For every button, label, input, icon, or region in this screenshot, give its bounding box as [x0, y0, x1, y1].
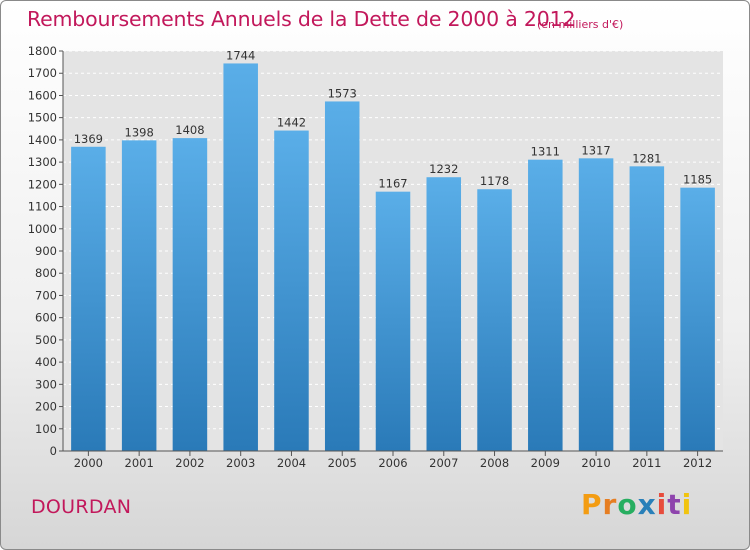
x-tick-label: 2009	[531, 456, 560, 470]
bar	[629, 166, 665, 452]
y-tick-label: 1500	[28, 111, 57, 125]
y-tick-label: 700	[35, 288, 57, 302]
brand-logo: Proxiti	[581, 488, 692, 521]
y-tick-label: 1100	[28, 200, 57, 214]
bar	[426, 177, 462, 451]
brand-letter: r	[602, 488, 618, 521]
y-tick-label: 900	[35, 244, 57, 258]
bar	[324, 101, 360, 451]
x-tick-label: 2006	[378, 456, 407, 470]
y-tick-label: 600	[35, 311, 57, 325]
brand-letter: i	[681, 488, 693, 521]
bar-value-label: 1281	[632, 151, 661, 165]
brand-letter: x	[637, 488, 657, 521]
y-tick-label: 0	[50, 444, 57, 458]
y-tick-label: 1800	[28, 44, 57, 58]
bar-value-label: 1369	[74, 132, 103, 146]
bar	[528, 159, 563, 451]
y-tick-label: 1700	[28, 66, 57, 80]
y-tick-label: 1300	[28, 155, 57, 169]
bar	[274, 130, 309, 452]
bar	[477, 189, 512, 451]
bar	[578, 158, 614, 452]
bar-value-label: 1178	[480, 174, 509, 188]
y-tick-label: 1000	[28, 222, 57, 236]
x-tick-label: 2000	[74, 456, 103, 470]
y-tick-label: 100	[35, 422, 57, 436]
y-tick-label: 800	[35, 266, 57, 280]
x-tick-label: 2010	[581, 456, 610, 470]
x-tick-label: 2008	[480, 456, 509, 470]
y-tick-label: 1400	[28, 133, 57, 147]
bar-value-label: 1185	[683, 173, 712, 187]
bar-value-label: 1398	[125, 125, 154, 139]
x-tick-label: 2005	[328, 456, 357, 470]
bar-value-label: 1317	[581, 143, 610, 157]
y-tick-label: 500	[35, 333, 57, 347]
city-label: DOURDAN	[31, 496, 132, 518]
chart-subtitle: (en milliers d'€)	[537, 18, 624, 31]
bar	[680, 187, 715, 451]
bar	[172, 138, 208, 451]
x-tick-label: 2004	[277, 456, 306, 470]
bar-value-label: 1744	[226, 48, 255, 62]
y-tick-label: 1600	[28, 88, 57, 102]
brand-letter: t	[667, 488, 682, 521]
bar	[223, 63, 258, 451]
x-tick-label: 2012	[683, 456, 712, 470]
x-tick-label: 2011	[632, 456, 661, 470]
y-tick-label: 1200	[28, 177, 57, 191]
x-tick-label: 2007	[429, 456, 458, 470]
brand-letter: o	[617, 488, 638, 521]
bar	[71, 146, 106, 451]
bar-value-label: 1311	[531, 145, 560, 159]
y-tick-label: 400	[35, 355, 57, 369]
y-tick-label: 200	[35, 400, 57, 414]
bar	[121, 140, 157, 452]
bar-value-label: 1167	[378, 177, 407, 191]
bar-value-label: 1442	[277, 116, 306, 130]
x-tick-label: 2002	[175, 456, 204, 470]
y-tick-label: 300	[35, 377, 57, 391]
bar-value-label: 1408	[175, 123, 204, 137]
brand-letter: P	[581, 488, 603, 521]
brand-letter: i	[656, 488, 668, 521]
bar-value-label: 1573	[328, 86, 357, 100]
x-tick-label: 2001	[125, 456, 154, 470]
bar	[375, 191, 411, 451]
chart-title: Remboursements Annuels de la Dette de 20…	[27, 7, 576, 31]
x-tick-label: 2003	[226, 456, 255, 470]
bar-value-label: 1232	[429, 162, 458, 176]
